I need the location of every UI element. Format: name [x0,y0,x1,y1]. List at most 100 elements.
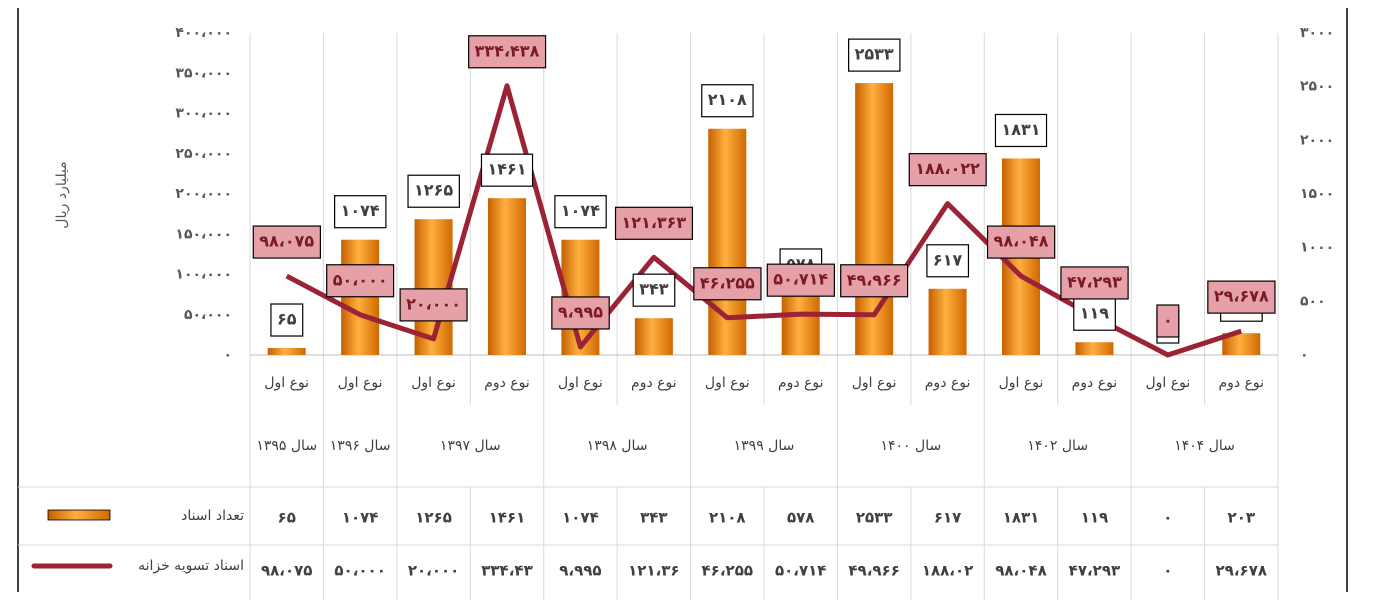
line-label: ۵۰،۰۰۰ [333,270,388,289]
bar-label-box [632,273,676,307]
line-label-box [252,225,322,259]
table-cell: ۶۵ [278,509,296,527]
bar [634,318,673,355]
line-label: ۱۸۸،۰۲۲ [915,159,980,178]
bar [1075,342,1114,355]
bar [781,292,820,355]
x-tick-label: نوع اول [338,375,383,391]
table-cell: ۵۰،۰۰۰ [334,562,385,580]
table-cell: ۴۶،۲۵۵ [702,562,753,580]
bar-label-box [270,303,304,337]
table-cell: ۴۹،۹۶۶ [848,562,899,580]
legend-label: تعداد اسناد [181,508,244,524]
table-cell: ۲۰،۰۰۰ [408,562,459,580]
table-cell: ۶۱۷ [934,509,961,527]
bar-label: ۶۱۷ [933,250,963,269]
bar [855,83,894,355]
table-cell: ۳۴۳ [640,509,667,527]
y-tick-label: ۲۰۰،۰۰۰ [175,186,232,202]
table-cell: ۵۰،۷۱۴ [775,562,826,580]
group-label: سال ۱۴۰۴ [1174,438,1235,454]
table-cell: ۲۱۰۸ [709,509,746,527]
y2-tick-label: ۲۰۰۰ [1300,132,1334,148]
x-tick-label: نوع اول [705,375,750,391]
bar-label: ۱۴۶۱ [487,160,526,179]
bar [267,348,306,355]
table-cell: ۱۲۱،۳۶ [628,562,679,580]
x-tick-label: نوع اول [852,375,897,391]
line-label-box [614,206,694,240]
y-tick-label: ۰ [223,347,232,363]
line-label-box [399,288,468,322]
line-label: ۵۰،۷۱۴ [773,270,828,289]
line-label-box [840,264,909,298]
y2-tick-label: ۳۰۰۰ [1300,25,1334,41]
legend-label: اسناد تسویه خزانه [138,558,244,574]
x-tick-label: نوع اول [558,375,603,391]
y2-tick-label: ۵۰۰ [1300,293,1326,309]
x-tick-label: نوع اول [264,375,309,391]
x-tick-label: نوع دوم [1218,375,1264,391]
bar-label: ۱۲۶۵ [414,181,453,200]
line-label-box [1156,304,1180,338]
table-cell: ۰ [1163,562,1172,580]
line-label: ۹،۹۹۵ [558,302,603,321]
bar-label: ۲۱۰۸ [708,90,747,109]
bar-label: ۱۰۷۴ [341,201,380,220]
bar-label: ۶۵ [277,310,297,329]
x-tick-label: نوع دوم [631,375,677,391]
table-cell: ۲۵۳۳ [856,509,893,527]
table-cell: ۱۸۸،۰۲ [922,562,973,580]
line-label-box [693,267,762,301]
x-tick-label: نوع اول [411,375,456,391]
y-tick-label: ۳۵۰،۰۰۰ [175,65,232,81]
table-cell: ۹۸،۰۷۵ [261,562,312,580]
bar-label: ۲۵۳۳ [855,45,894,64]
bar [341,239,380,355]
table-cell: ۴۷،۲۹۳ [1069,562,1120,580]
x-tick-label: نوع دوم [484,375,530,391]
line-label: ۱۲۱،۳۶۳ [622,213,687,232]
table-cell: ۱۸۳۱ [1003,509,1040,527]
bar [1222,333,1261,355]
line-label-box [766,263,836,297]
group-label: سال ۱۳۹۶ [330,438,391,454]
bar-label: ۱۸۳۱ [1001,120,1040,139]
table-cell: ۱۴۶۱ [489,509,526,527]
y-tick-label: ۲۵۰،۰۰۰ [175,146,232,162]
legend-key [47,509,111,521]
bar-label-box [480,153,534,187]
line-label-box [986,225,1056,259]
line-label-box [468,35,547,69]
x-tick-label: نوع اول [1145,375,1190,391]
bar-label-box [407,174,460,208]
y-tick-label: ۱۵۰،۰۰۰ [175,226,232,242]
y2-tick-label: ۱۰۰۰ [1300,240,1334,256]
y2-tick-label: ۱۵۰۰ [1300,186,1334,202]
table-cell: ۹،۹۹۵ [559,562,601,580]
table-cell: ۵۷۸ [787,509,814,527]
bar-label-box [554,195,607,229]
line-label-box [1060,266,1129,300]
y-tick-label: ۵۰،۰۰۰ [184,307,232,323]
y2-tick-label: ۰ [1300,347,1309,363]
line-label: ۴۶،۲۵۵ [700,273,755,292]
group-label: سال ۱۳۹۸ [587,438,648,454]
y2-tick-label: ۲۵۰۰ [1300,79,1334,95]
group-label: سال ۱۳۹۹ [734,438,795,454]
group-label: سال ۱۴۰۲ [1027,438,1088,454]
table-cell: ۱۱۹ [1081,509,1108,527]
line-label-box [908,153,987,187]
x-tick-label: نوع اول [999,375,1044,391]
table-cell: ۲۹،۶۷۸ [1216,562,1267,580]
table-cell: ۱۲۶۵ [415,509,452,527]
bar-label-box [1073,297,1116,331]
line-label: ۴۷،۲۹۳ [1067,272,1122,291]
y-tick-label: ۱۰۰،۰۰۰ [175,267,232,283]
bar-label: ۱۰۷۴ [561,201,600,220]
y-axis-title: میلیارد ریال [54,161,70,228]
bar-label-box [334,195,387,229]
bar-label-box [926,244,970,278]
line-label: ۴۹،۹۶۶ [847,270,902,289]
bar-label-box [994,113,1048,148]
